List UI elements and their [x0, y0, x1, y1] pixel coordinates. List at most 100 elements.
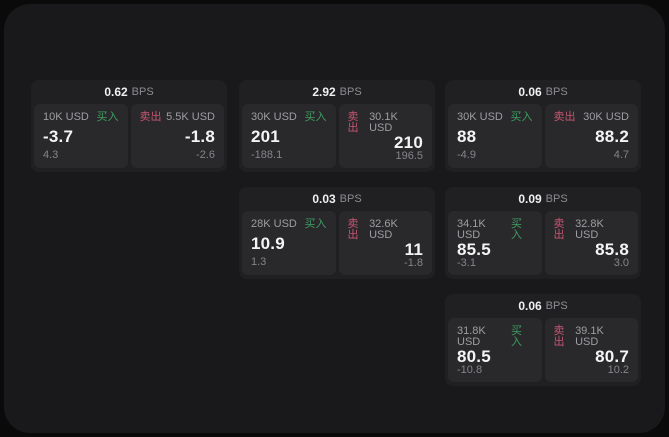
sell-price: 88.2 [595, 127, 629, 146]
buy-notional: 31.8K USD [457, 325, 486, 348]
buy-price: 10.9 [251, 234, 285, 253]
sell-tag: 卖出 [553, 325, 565, 348]
sell-delta: -1.8 [404, 257, 423, 269]
quote-body: 10K USD 买入 -3.7 4.3 卖出 5.5K USD -1.8 -2.… [31, 104, 227, 168]
quote-card: 2.92 BPS 30K USD 买入 201 -188.1 卖出 30.1K … [239, 80, 435, 172]
buy-delta: -3.1 [457, 257, 476, 269]
buy-delta: -4.9 [457, 149, 476, 161]
buy-header-row: 31.8K USD 买入 [457, 326, 533, 348]
sell-tag: 卖出 [139, 111, 162, 123]
buy-panel[interactable]: 28K USD 买入 10.9 1.3 [242, 211, 336, 275]
buy-tag: 买入 [510, 325, 522, 348]
sell-notional: 32.6K USD [369, 218, 398, 241]
buy-tag: 买入 [304, 218, 327, 230]
sell-panel[interactable]: 卖出 30.1K USD 210 196.5 [338, 104, 432, 168]
bps-unit-label: BPS [131, 85, 154, 98]
buy-price: 88 [457, 127, 477, 146]
buy-delta: -188.1 [251, 149, 283, 161]
bps-unit-label: BPS [339, 85, 362, 98]
sell-header-row: 卖出 5.5K USD [140, 112, 216, 123]
bps-value: 0.09 [518, 192, 542, 206]
buy-panel[interactable]: 34.1K USD 买入 85.5 -3.1 [448, 211, 542, 275]
bps-header: 0.06 BPS [445, 294, 641, 318]
buy-tag: 买入 [304, 111, 327, 123]
buy-price: 80.5 [457, 347, 491, 366]
sell-panel[interactable]: 卖出 39.1K USD 80.7 10.2 [544, 318, 638, 382]
quote-card: 0.09 BPS 34.1K USD 买入 85.5 -3.1 卖出 32.8K… [445, 187, 641, 279]
buy-header-row: 10K USD 买入 [43, 112, 119, 123]
buy-tag: 买入 [510, 218, 522, 241]
sell-header-row: 卖出 32.8K USD [554, 219, 630, 241]
buy-notional: 34.1K USD [457, 218, 486, 241]
quote-body: 31.8K USD 买入 80.5 -10.8 卖出 39.1K USD 80.… [445, 318, 641, 382]
sell-header-row: 卖出 30K USD [554, 112, 630, 123]
bps-unit-label: BPS [339, 192, 362, 205]
bps-unit-label: BPS [545, 85, 568, 98]
sell-price: 210 [394, 133, 423, 152]
quote-body: 30K USD 买入 201 -188.1 卖出 30.1K USD 210 1… [239, 104, 435, 168]
sell-tag: 卖出 [347, 111, 359, 134]
sell-panel[interactable]: 卖出 30K USD 88.2 4.7 [544, 104, 638, 168]
sell-price: -1.8 [184, 127, 215, 146]
quote-card: 0.62 BPS 10K USD 买入 -3.7 4.3 卖出 5.5K USD [31, 80, 227, 172]
buy-notional: 30K USD [251, 111, 297, 123]
buy-header-row: 28K USD 买入 [251, 219, 327, 230]
buy-price: -3.7 [43, 127, 74, 146]
sell-tag: 卖出 [553, 111, 576, 123]
buy-notional: 10K USD [43, 111, 89, 123]
sell-header-row: 卖出 30.1K USD [348, 112, 424, 134]
sell-panel[interactable]: 卖出 32.8K USD 85.8 3.0 [544, 211, 638, 275]
quote-card: 0.06 BPS 31.8K USD 买入 80.5 -10.8 卖出 39.1… [445, 294, 641, 386]
bps-header: 2.92 BPS [239, 80, 435, 104]
buy-notional: 30K USD [457, 111, 503, 123]
quotes-board: 0.62 BPS 10K USD 买入 -3.7 4.3 卖出 5.5K USD [4, 4, 665, 433]
sell-price: 85.8 [595, 240, 629, 259]
bps-header: 0.09 BPS [445, 187, 641, 211]
buy-notional: 28K USD [251, 218, 297, 230]
sell-delta: 4.7 [613, 149, 629, 161]
quote-card: 0.03 BPS 28K USD 买入 10.9 1.3 卖出 32.6K US… [239, 187, 435, 279]
sell-delta: 3.0 [613, 257, 629, 269]
buy-panel[interactable]: 31.8K USD 买入 80.5 -10.8 [448, 318, 542, 382]
buy-delta: 1.3 [251, 256, 267, 268]
quote-card: 0.06 BPS 30K USD 买入 88 -4.9 卖出 30K USD [445, 80, 641, 172]
quote-body: 28K USD 买入 10.9 1.3 卖出 32.6K USD 11 -1.8 [239, 211, 435, 275]
sell-notional: 32.8K USD [575, 218, 604, 241]
sell-panel[interactable]: 卖出 5.5K USD -1.8 -2.6 [130, 104, 224, 168]
sell-delta: 196.5 [395, 150, 423, 162]
sell-panel[interactable]: 卖出 32.6K USD 11 -1.8 [338, 211, 432, 275]
buy-panel[interactable]: 30K USD 买入 201 -188.1 [242, 104, 336, 168]
buy-header-row: 30K USD 买入 [251, 112, 327, 123]
buy-price: 201 [251, 127, 280, 146]
sell-price: 11 [404, 240, 423, 259]
quote-body: 30K USD 买入 88 -4.9 卖出 30K USD 88.2 4.7 [445, 104, 641, 168]
buy-price: 85.5 [457, 240, 491, 259]
bps-value: 2.92 [312, 85, 336, 99]
sell-delta: 10.2 [607, 364, 629, 376]
buy-panel[interactable]: 10K USD 买入 -3.7 4.3 [34, 104, 128, 168]
sell-notional: 30K USD [583, 111, 629, 123]
sell-notional: 39.1K USD [575, 325, 604, 348]
bps-header: 0.06 BPS [445, 80, 641, 104]
buy-header-row: 34.1K USD 买入 [457, 219, 533, 241]
bps-header: 0.62 BPS [31, 80, 227, 104]
buy-delta: -10.8 [457, 364, 483, 376]
bps-unit-label: BPS [545, 299, 568, 312]
sell-price: 80.7 [595, 347, 629, 366]
bps-value: 0.06 [518, 85, 542, 99]
buy-panel[interactable]: 30K USD 买入 88 -4.9 [448, 104, 542, 168]
buy-delta: 4.3 [43, 149, 59, 161]
sell-delta: -2.6 [196, 149, 215, 161]
bps-value: 0.06 [518, 299, 542, 313]
buy-tag: 买入 [96, 111, 119, 123]
sell-notional: 5.5K USD [166, 111, 215, 123]
quote-body: 34.1K USD 买入 85.5 -3.1 卖出 32.8K USD 85.8… [445, 211, 641, 275]
sell-header-row: 卖出 32.6K USD [348, 219, 424, 241]
sell-notional: 30.1K USD [369, 111, 398, 134]
bps-value: 0.62 [104, 85, 128, 99]
bps-value: 0.03 [312, 192, 336, 206]
bps-unit-label: BPS [545, 192, 568, 205]
sell-tag: 卖出 [553, 218, 565, 241]
sell-tag: 卖出 [347, 218, 359, 241]
